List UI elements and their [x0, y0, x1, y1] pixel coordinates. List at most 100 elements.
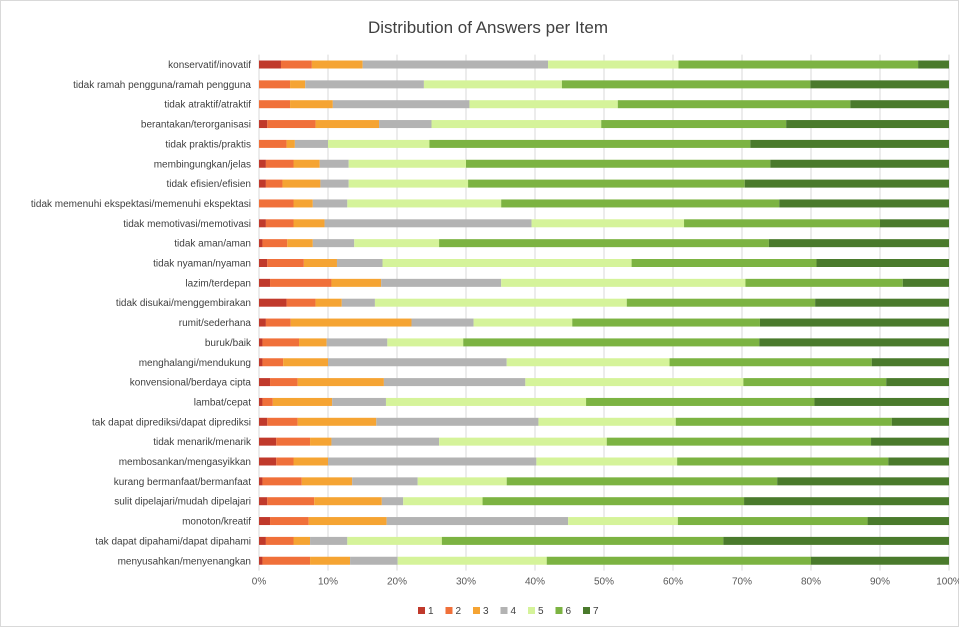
bar-konservatif-inovatif-series-5 [548, 60, 679, 69]
bar-tidak-praktis-praktis-series-5 [328, 139, 430, 148]
bar-lazim-terdepan-series-3 [331, 278, 382, 287]
bar-sulit-dipelajari-mudah-dipelajari-series-2 [267, 497, 315, 506]
bar-monoton-kreatif-series-6 [677, 517, 868, 526]
category-label: tak dapat diprediksi/dapat diprediksi [92, 417, 251, 428]
bar-tidak-disukai-menggembirakan-series-7 [815, 298, 949, 307]
bar-lazim-terdepan-series-6 [745, 278, 903, 287]
x-tick-label: 40% [525, 577, 545, 588]
bar-rumit-sederhana-series-7 [759, 318, 949, 327]
bar-tidak-nyaman-nyaman-series-3 [303, 259, 337, 267]
bar-berantakan-terorganisasi-series-2 [267, 120, 316, 129]
bar-berantakan-terorganisasi-series-3 [315, 120, 380, 129]
bar-tidak-menarik-menarik-series-5 [439, 437, 607, 446]
bar-membosankan-mengasyikkan-series-1 [259, 457, 277, 466]
bar-tidak-aman-aman-series-3 [287, 239, 313, 248]
bar-sulit-dipelajari-mudah-dipelajari-series-7 [744, 497, 949, 506]
category-label: lazim/terdepan [185, 278, 251, 289]
bar-tidak-atraktif-atraktif-series-5 [469, 100, 618, 109]
bar-lambat-cepat-series-3 [272, 397, 333, 406]
category-label: membosankan/mengasyikkan [119, 457, 251, 468]
bar-tidak-memotivasi-memotivasi-series-1 [259, 219, 266, 228]
bar-tidak-aman-aman-series-6 [439, 239, 769, 248]
bar-membingungkan-jelas-series-1 [259, 159, 266, 168]
bar-tidak-atraktif-atraktif-series-7 [850, 100, 949, 109]
bar-tidak-atraktif-atraktif-series-6 [617, 100, 851, 109]
category-label: monoton/kreatif [182, 517, 251, 528]
bar-konvensional-berdaya-cipta-series-6 [743, 378, 887, 387]
bar-konvensional-berdaya-cipta-series-3 [297, 378, 384, 387]
bar-tak-dapat-dipahami-dapat-dipahami-series-3 [293, 536, 311, 545]
x-tick-label: 90% [870, 577, 890, 588]
legend-swatch-5 [528, 607, 535, 614]
bar-menghalangi-mendukung-series-1 [259, 358, 263, 367]
bar-buruk-baik-series-3 [299, 338, 327, 347]
bar-tidak-menarik-menarik-series-7 [871, 437, 949, 446]
bar-tidak-disukai-menggembirakan-series-5 [374, 298, 627, 307]
bar-tak-dapat-diprediksi-dapat-diprediksi-series-6 [675, 417, 892, 426]
bar-tidak-efisien-efisien-series-2 [265, 179, 283, 188]
legend-swatch-2 [445, 607, 453, 614]
bar-tidak-atraktif-atraktif-series-4 [332, 100, 470, 109]
legend-swatch-4 [500, 607, 508, 614]
bar-buruk-baik-series-2 [262, 338, 300, 347]
bar-tidak-disukai-menggembirakan-series-4 [341, 298, 375, 307]
category-label: kurang bermanfaat/bermanfaat [114, 477, 252, 488]
bar-menghalangi-mendukung-series-5 [506, 358, 670, 367]
bar-menyusahkan-menyenangkan-series-1 [259, 556, 263, 565]
bar-berantakan-terorganisasi-series-6 [601, 120, 787, 129]
bar-konvensional-berdaya-cipta-series-4 [383, 378, 526, 387]
bar-menghalangi-mendukung-series-7 [871, 358, 949, 367]
category-label: tidak praktis/praktis [165, 139, 251, 150]
bar-tidak-memenuhi-ekspektasi-memenuhi-ekspektasi-series-4 [312, 199, 348, 208]
category-label: tak dapat dipahami/dapat dipahami [95, 536, 251, 547]
bar-kurang-bermanfaat-bermanfaat-series-3 [301, 477, 353, 486]
bar-tak-dapat-diprediksi-dapat-diprediksi-series-2 [267, 417, 298, 426]
category-label: lambat/cepat [194, 397, 251, 408]
bar-tidak-disukai-menggembirakan-series-3 [315, 298, 342, 307]
chart-title: Distribution of Answers per Item [368, 18, 608, 37]
bar-membingungkan-jelas-series-6 [466, 159, 771, 168]
bar-tidak-memotivasi-memotivasi-series-3 [293, 219, 325, 228]
bar-tak-dapat-diprediksi-dapat-diprediksi-series-1 [259, 417, 268, 426]
bar-tidak-nyaman-nyaman-series-5 [382, 259, 632, 267]
category-label: tidak disukai/menggembirakan [116, 298, 251, 309]
bar-tidak-efisien-efisien-series-6 [468, 179, 745, 188]
bar-rumit-sederhana-series-2 [265, 318, 291, 327]
bar-lambat-cepat-series-1 [259, 397, 263, 406]
bar-tidak-ramah-pengguna-ramah-pengguna-series-4 [305, 80, 424, 89]
bar-lambat-cepat-series-7 [814, 397, 949, 406]
bar-tidak-memotivasi-memotivasi-series-2 [265, 219, 294, 228]
bar-berantakan-terorganisasi-series-1 [259, 120, 268, 129]
bar-menghalangi-mendukung-series-4 [328, 358, 507, 367]
bar-kurang-bermanfaat-bermanfaat-series-1 [259, 477, 263, 486]
bar-tidak-menarik-menarik-series-3 [310, 437, 332, 446]
bar-buruk-baik-series-6 [463, 338, 760, 347]
bar-buruk-baik-series-4 [326, 338, 388, 347]
bar-konvensional-berdaya-cipta-series-5 [525, 378, 744, 387]
bar-konservatif-inovatif-series-6 [678, 60, 919, 69]
bar-tidak-menarik-menarik-series-4 [331, 437, 440, 446]
bar-tidak-nyaman-nyaman-series-1 [259, 259, 268, 267]
bar-menyusahkan-menyenangkan-series-2 [262, 556, 311, 565]
legend-swatch-7 [583, 607, 590, 614]
category-label: menyusahkan/menyenangkan [118, 556, 251, 567]
bar-sulit-dipelajari-mudah-dipelajari-series-6 [482, 497, 745, 506]
bar-membingungkan-jelas-series-4 [319, 159, 349, 168]
category-label: konservatif/inovatif [168, 60, 251, 71]
bar-tak-dapat-diprediksi-dapat-diprediksi-series-4 [376, 417, 539, 426]
bar-monoton-kreatif-series-4 [386, 517, 569, 526]
bar-rumit-sederhana-series-1 [259, 318, 266, 327]
bar-tidak-disukai-menggembirakan-series-1 [259, 298, 287, 307]
category-label: menghalangi/mendukung [139, 358, 251, 369]
category-label: tidak nyaman/nyaman [153, 259, 251, 270]
legend-label: 7 [593, 606, 599, 617]
bar-kurang-bermanfaat-bermanfaat-series-2 [262, 477, 302, 486]
bar-menghalangi-mendukung-series-3 [283, 358, 328, 367]
bar-kurang-bermanfaat-bermanfaat-series-4 [352, 477, 418, 486]
bar-tak-dapat-dipahami-dapat-dipahami-series-7 [723, 536, 949, 545]
bar-tidak-memenuhi-ekspektasi-memenuhi-ekspektasi-series-7 [779, 199, 949, 208]
x-tick-label: 70% [732, 577, 752, 588]
bar-tidak-ramah-pengguna-ramah-pengguna-series-7 [810, 80, 949, 89]
bar-tidak-aman-aman-series-4 [312, 239, 355, 248]
